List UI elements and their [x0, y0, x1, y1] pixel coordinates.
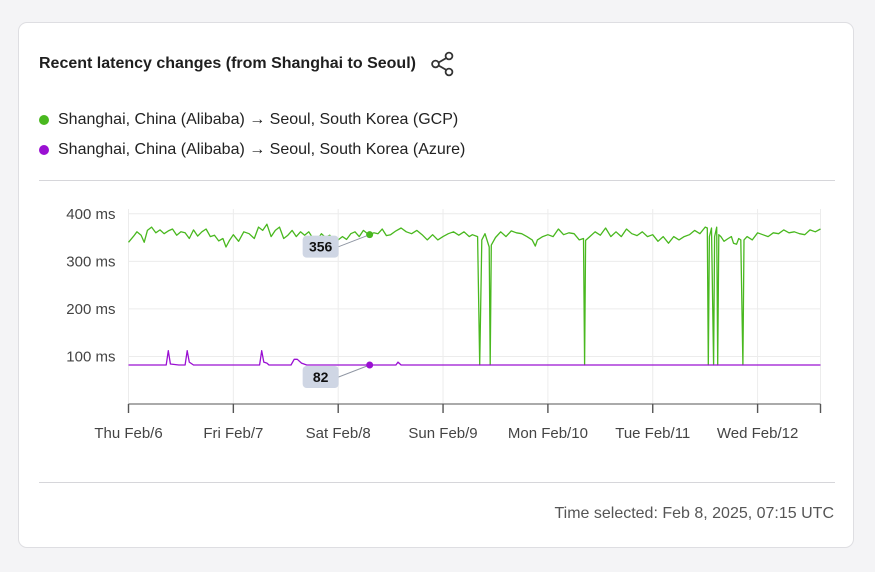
gcp-series-line[interactable] [128, 223, 821, 366]
selected-value-label-gcp: 356 [309, 239, 333, 255]
card-header: Recent latency changes (from Shanghai to… [39, 51, 456, 77]
selected-value-label-azure: 82 [313, 369, 329, 385]
share-icon[interactable] [430, 51, 456, 77]
legend-item-azure[interactable]: Shanghai, China (Alibaba) → Seoul, South… [39, 135, 465, 165]
legend-dot-gcp [39, 115, 49, 125]
legend-label-azure: Shanghai, China (Alibaba) → Seoul, South… [58, 141, 466, 158]
x-tick-label: Mon Feb/10 [508, 425, 588, 442]
legend-label-gcp: Shanghai, China (Alibaba) → Seoul, South… [58, 111, 459, 128]
y-tick-label: 400 ms [66, 206, 115, 223]
x-tick-label: Fri Feb/7 [203, 425, 263, 442]
x-tick-label: Sat Feb/8 [306, 425, 371, 442]
latency-line-chart[interactable]: 100 ms 200 ms 300 ms 400 ms Thu Feb/6 Fri Feb… [19, 199, 853, 489]
y-tick-label: 200 ms [66, 301, 115, 318]
legend-dot-azure [39, 145, 49, 155]
azure-series-line[interactable] [128, 350, 821, 366]
bottom-divider [39, 482, 835, 483]
top-divider [39, 180, 835, 181]
selected-value-badge-azure [302, 366, 339, 388]
x-tick-label: Sun Feb/9 [408, 425, 477, 442]
chart-legend: Shanghai, China (Alibaba) → Seoul, South… [39, 105, 465, 165]
selected-point-gcp[interactable] [366, 231, 374, 239]
legend-item-gcp[interactable]: Shanghai, China (Alibaba) → Seoul, South… [39, 105, 465, 135]
card-title: Recent latency changes (from Shanghai to… [39, 55, 416, 72]
selected-value-badge-gcp [302, 235, 339, 258]
x-tick-label: Thu Feb/6 [94, 425, 162, 442]
x-tick-label: Tue Feb/11 [615, 425, 690, 442]
latency-card: Recent latency changes (from Shanghai to… [18, 22, 854, 548]
y-tick-label: 100 ms [66, 348, 115, 365]
time-selected-text: Time selected: Feb 8, 2025, 07:15 UTC [554, 505, 834, 522]
y-tick-label: 300 ms [66, 253, 115, 270]
selected-point-azure[interactable] [366, 361, 374, 369]
x-tick-label: Wed Feb/12 [717, 425, 798, 442]
